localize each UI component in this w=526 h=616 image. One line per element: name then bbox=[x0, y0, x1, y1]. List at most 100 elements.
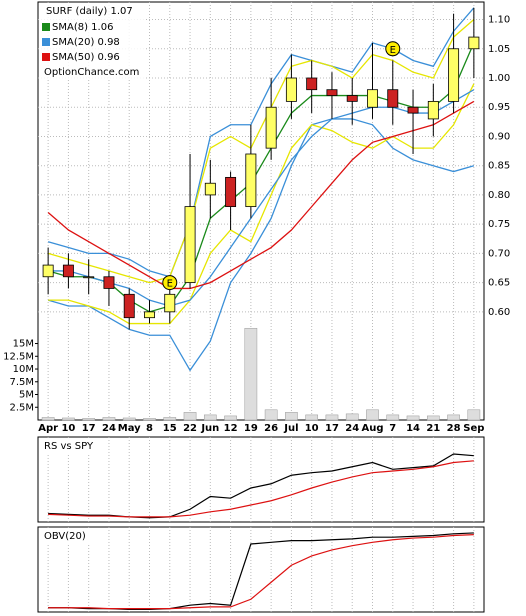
volume-bar bbox=[325, 414, 339, 421]
sma-line bbox=[47, 42, 475, 313]
x-tick-label: 17 bbox=[325, 423, 339, 434]
panel-title: OBV(20) bbox=[44, 531, 86, 542]
x-tick-label: 12 bbox=[224, 423, 238, 434]
volume-bar bbox=[62, 417, 75, 421]
legend-swatch bbox=[42, 53, 50, 61]
candle-body bbox=[204, 182, 216, 196]
volume-bar bbox=[264, 409, 278, 421]
volume-bar bbox=[426, 415, 440, 421]
candle-body bbox=[184, 206, 196, 284]
y-tick-label: 1.10 bbox=[488, 15, 510, 26]
x-tick-label: 14 bbox=[406, 423, 420, 434]
candle-body bbox=[346, 95, 358, 102]
legend-swatch bbox=[42, 38, 50, 46]
sma-line bbox=[48, 89, 475, 307]
volume-bar bbox=[163, 417, 177, 421]
sma-line bbox=[47, 100, 475, 290]
band-line bbox=[47, 19, 475, 284]
candle-body bbox=[123, 293, 135, 319]
y-tick-label: 0.70 bbox=[488, 248, 510, 259]
y-tick-label: 0.95 bbox=[488, 102, 510, 113]
x-tick-label: Jun bbox=[200, 423, 219, 434]
volume-bar bbox=[102, 417, 116, 421]
panel-label-box bbox=[40, 439, 102, 453]
candle-body bbox=[62, 264, 74, 278]
volume-bar bbox=[467, 409, 481, 421]
volume-tick-label: 7.5M bbox=[9, 377, 34, 388]
y-tick-label: 0.75 bbox=[488, 219, 510, 230]
volume-tick-label: 5M bbox=[19, 390, 34, 401]
earnings-marker bbox=[162, 275, 178, 291]
indicator-line bbox=[48, 532, 474, 611]
candle-body bbox=[225, 176, 237, 208]
panel-title: RS vs SPY bbox=[44, 441, 94, 452]
y-tick-label: 0.85 bbox=[488, 161, 510, 172]
volume-tick-label: 10M bbox=[13, 364, 34, 375]
chart-title: SURF (daily) 1.07 bbox=[46, 6, 133, 17]
candle-body bbox=[427, 100, 439, 120]
x-tick-label: May bbox=[118, 423, 141, 434]
x-tick-label: 10 bbox=[61, 423, 75, 434]
candle-body bbox=[448, 48, 460, 102]
candle-body bbox=[42, 264, 54, 278]
volume-bar bbox=[244, 327, 258, 421]
main-frame bbox=[37, 1, 485, 421]
candle-body bbox=[326, 89, 338, 96]
legend-label: SMA(50) 0.96 bbox=[52, 52, 120, 63]
volume-bar bbox=[406, 415, 420, 421]
x-tick-label: 8 bbox=[146, 423, 153, 434]
volume-tick-label: 15M bbox=[13, 339, 34, 350]
volume-bar bbox=[122, 417, 136, 421]
volume-bar bbox=[366, 409, 379, 421]
y-tick-label: 0.80 bbox=[488, 190, 510, 201]
candle-body bbox=[407, 106, 419, 114]
rs-frame bbox=[37, 436, 485, 523]
indicator-line bbox=[48, 453, 474, 519]
y-tick-label: 0.60 bbox=[488, 307, 510, 318]
obv-frame bbox=[37, 526, 485, 613]
legend-box bbox=[40, 4, 144, 80]
candle-body bbox=[83, 276, 95, 279]
candle-body bbox=[387, 89, 399, 108]
band-line bbox=[47, 118, 475, 372]
volume-bar bbox=[41, 417, 55, 421]
volume-tick-label: 12.5M bbox=[3, 351, 34, 362]
indicator-line bbox=[48, 534, 474, 610]
x-tick-label: Sep bbox=[463, 423, 484, 434]
candle-body bbox=[245, 153, 257, 208]
legend-label: SMA(8) 1.06 bbox=[52, 22, 113, 33]
x-tick-label: 7 bbox=[389, 423, 396, 434]
x-tick-label: Apr bbox=[38, 423, 58, 434]
band-line bbox=[48, 83, 475, 325]
volume-bar bbox=[143, 418, 156, 421]
earnings-marker bbox=[385, 41, 401, 57]
volume-bar bbox=[203, 414, 217, 421]
y-tick-label: 1.05 bbox=[488, 44, 510, 55]
candle-body bbox=[144, 311, 155, 319]
x-tick-label: 26 bbox=[264, 423, 278, 434]
volume-bar bbox=[447, 414, 460, 421]
earnings-label: E bbox=[390, 45, 396, 56]
volume-bar bbox=[345, 413, 359, 421]
x-tick-label: 22 bbox=[183, 423, 197, 434]
volume-tick-label: 2.5M bbox=[9, 402, 34, 413]
volume-bar bbox=[224, 415, 237, 421]
x-tick-label: 24 bbox=[102, 423, 116, 434]
x-tick-label: 19 bbox=[244, 423, 258, 434]
volume-bar bbox=[82, 418, 96, 421]
volume-bar bbox=[183, 412, 197, 421]
candle-body bbox=[285, 77, 297, 102]
volume-bar bbox=[386, 414, 400, 421]
watermark: OptionChance.com bbox=[44, 67, 139, 78]
candle-body bbox=[103, 276, 115, 289]
candle-body bbox=[164, 293, 176, 313]
volume-bar bbox=[305, 414, 319, 421]
x-tick-label: 28 bbox=[447, 423, 461, 434]
y-tick-label: 1.00 bbox=[488, 73, 510, 84]
indicator-line bbox=[48, 460, 474, 518]
x-tick-label: 10 bbox=[305, 423, 319, 434]
candle-body bbox=[265, 106, 277, 149]
volume-bar bbox=[285, 412, 298, 421]
